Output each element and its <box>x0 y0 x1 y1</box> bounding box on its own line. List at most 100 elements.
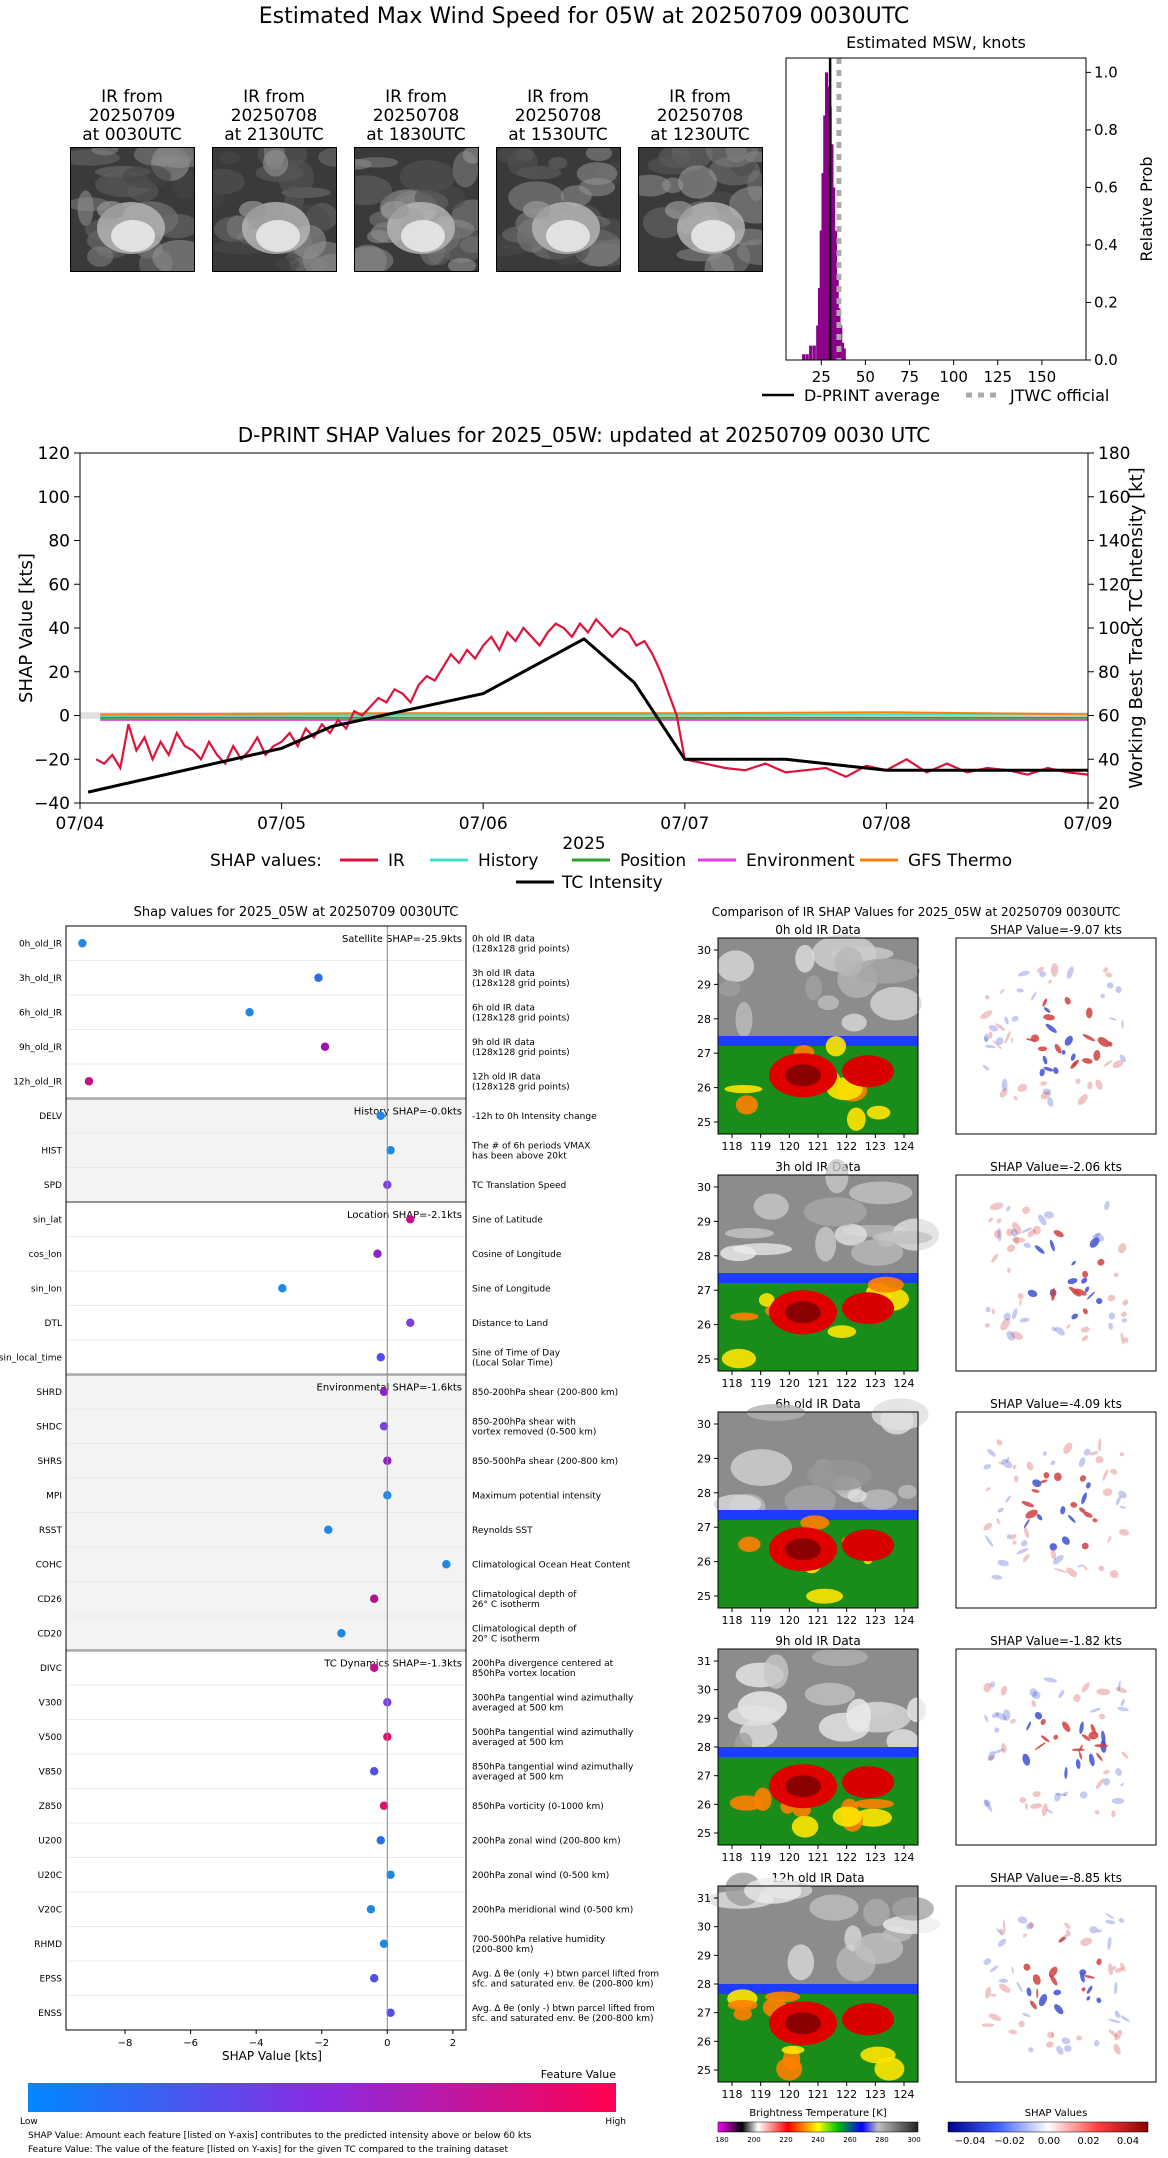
shap-blob <box>1109 1017 1117 1021</box>
shap-blob <box>1102 1769 1110 1775</box>
shap-blob <box>1030 991 1037 1001</box>
y-tick-label: 100 <box>38 488 70 508</box>
y-tick-label: 0.6 <box>1094 178 1118 196</box>
lat-tick-label: 28 <box>697 1741 711 1754</box>
shap-blob <box>1109 1569 1119 1579</box>
shap-blob <box>1006 1228 1014 1237</box>
ir-convection <box>846 1107 866 1131</box>
lat-tick-label: 25 <box>697 1116 711 1129</box>
shap-blob <box>1081 1492 1087 1505</box>
feature-description: Climatological depth of 26° C isotherm <box>472 1590 577 1610</box>
shap-blob <box>1034 1245 1045 1254</box>
lon-tick-label: 120 <box>779 1377 800 1390</box>
shap-blob <box>1100 993 1106 999</box>
shap-blob <box>984 1714 989 1723</box>
x-tick-label: 0 <box>384 2038 390 2049</box>
y-tick-label: 0.4 <box>1094 236 1118 254</box>
shap-blob <box>1025 1509 1038 1519</box>
shap-blob <box>1002 1709 1011 1721</box>
shap-blob <box>1047 1097 1054 1107</box>
lon-tick-label: 121 <box>808 1377 829 1390</box>
shap-blob <box>1119 1528 1130 1536</box>
y-tick-label: 0 <box>59 707 70 727</box>
shap-blob <box>989 1202 1004 1211</box>
feature-shap-dot <box>406 1318 415 1327</box>
shap-panel-title: SHAP Value=-2.06 kts <box>990 1160 1122 1174</box>
shap-blob <box>1004 1031 1011 1044</box>
shap-blob <box>1064 1766 1068 1779</box>
lat-tick-label: 30 <box>697 1684 711 1697</box>
shap-blob <box>1026 1038 1035 1042</box>
shap-blob <box>1092 1518 1098 1523</box>
shap-blob <box>1107 1294 1116 1302</box>
lon-tick-label: 118 <box>722 2088 743 2101</box>
lat-tick-label: 30 <box>697 1921 711 1934</box>
shap-blob <box>1043 1211 1054 1219</box>
shap-blob <box>996 1518 1000 1525</box>
ir-blue-band <box>718 1510 918 1520</box>
shap-panel-title: SHAP Value=-4.09 kts <box>990 1397 1122 1411</box>
series-line-ir <box>95 617 1089 779</box>
histogram-bar <box>832 187 836 360</box>
feature-description: Maximum potential intensity <box>472 1491 602 1501</box>
feature-name: RHMD <box>34 1940 62 1950</box>
feature-description: 200hPa divergence centered at 850hPa vort… <box>472 1659 614 1679</box>
shap-blob <box>993 1748 1005 1754</box>
shap-blob <box>1087 1081 1093 1090</box>
shap-blob <box>1065 1929 1071 1937</box>
shap-blob <box>1096 1958 1102 1966</box>
shap-blob <box>1006 1330 1016 1341</box>
ir-cloud <box>381 201 409 219</box>
ir-cloud <box>639 174 671 197</box>
shap-blob <box>1066 1567 1078 1578</box>
histogram-bar <box>833 230 838 360</box>
x-tick-label: −8 <box>118 2038 133 2049</box>
y-axis-label: SHAP Value [kts] <box>16 553 37 703</box>
shap-blob <box>1121 1019 1124 1029</box>
ir-cloud <box>523 201 551 219</box>
shap-blob <box>1092 1232 1101 1239</box>
shap-blob <box>1122 1299 1129 1306</box>
shap-colorbar-tick: −0.04 <box>955 2136 986 2147</box>
feature-description: 12h old IR data (128x128 grid points) <box>472 1072 570 1092</box>
ir-cloud <box>318 148 336 167</box>
feature-name: CD20 <box>37 1629 62 1639</box>
feature-description: Climatological depth of 20° C isotherm <box>472 1624 577 1644</box>
shap-blob <box>1042 998 1048 1007</box>
shap-blob <box>997 1228 1002 1242</box>
shap-blob <box>998 1978 1009 1983</box>
ir-cloud <box>355 175 393 206</box>
shap-blob <box>1047 2031 1054 2039</box>
feature-name: EPSS <box>39 1974 62 1984</box>
y-tick-label: −20 <box>34 750 70 770</box>
shap-blob <box>1071 1313 1079 1320</box>
histogram-bar <box>823 115 827 361</box>
shap-blob <box>1118 1243 1127 1254</box>
shap-blob <box>1082 1308 1088 1315</box>
shap-blob <box>1108 1312 1116 1320</box>
series-line-history <box>100 713 1089 717</box>
shap-blob <box>1083 1448 1091 1456</box>
shap-blob <box>1011 1015 1019 1022</box>
feature-description: Distance to Land <box>472 1319 548 1329</box>
shap-blob <box>1014 1475 1019 1483</box>
shap-panel-frame <box>955 1411 1157 1609</box>
lon-tick-label: 123 <box>865 1140 886 1153</box>
shap-blob <box>1027 1289 1038 1298</box>
ir-cloud <box>851 958 920 984</box>
lat-tick-label: 27 <box>697 1770 711 1783</box>
shap-blob <box>985 1487 991 1492</box>
shap-blob <box>1085 1482 1091 1489</box>
shap-blob <box>1067 1514 1076 1523</box>
shap-blob <box>1061 2037 1071 2045</box>
ir-deep-core <box>785 1538 821 1561</box>
ir-convection <box>874 2057 905 2081</box>
shap-blob <box>1081 1542 1089 1550</box>
lon-tick-label: 122 <box>836 1140 857 1153</box>
feature-shap-dot <box>369 1974 379 1983</box>
shap-blob <box>1107 2018 1121 2024</box>
shap-blob <box>991 1712 999 1718</box>
shap-panel-frame <box>955 1648 1157 1846</box>
legend-jtwc-label: JTWC official <box>1009 386 1109 405</box>
shap-blob <box>1049 1239 1055 1252</box>
